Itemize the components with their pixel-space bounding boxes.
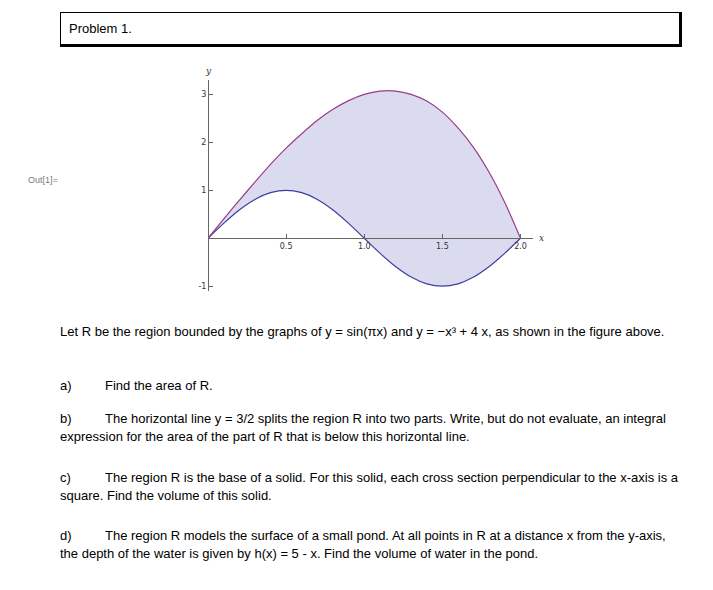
html-text:d): d) bbox=[60, 528, 72, 543]
svg-text:1.5: 1.5 bbox=[436, 242, 449, 251]
html-text:b): b) bbox=[60, 411, 72, 426]
html-text:Find the area of R.: Find the area of R. bbox=[105, 378, 213, 393]
html-text:Let R be the region bounded by: Let R be the region bounded by the graph… bbox=[60, 324, 665, 339]
svg-text:y: y bbox=[205, 66, 212, 76]
html-text:a): a) bbox=[60, 378, 72, 393]
svg-text:3: 3 bbox=[201, 90, 206, 99]
svg-text:1: 1 bbox=[201, 186, 206, 195]
svg-text:0.5: 0.5 bbox=[280, 242, 293, 251]
svg-text:1.0: 1.0 bbox=[358, 242, 371, 251]
html-text:Problem 1.: Problem 1. bbox=[69, 21, 132, 36]
html-text:Out[1]=: Out[1]= bbox=[28, 175, 58, 185]
svg-text:x: x bbox=[539, 233, 544, 243]
html-text:The region R is the base of a: The region R is the base of a solid. For… bbox=[60, 470, 678, 503]
html-text:The horizontal line y = 3/2 sp: The horizontal line y = 3/2 splits the r… bbox=[60, 411, 666, 444]
html-text:c): c) bbox=[60, 470, 71, 485]
html-text:The region R models the surfac: The region R models the surface of a sma… bbox=[60, 528, 666, 561]
svg-text:-1: -1 bbox=[198, 282, 206, 291]
svg-text:2.0: 2.0 bbox=[514, 242, 527, 251]
svg-text:2: 2 bbox=[201, 138, 206, 147]
